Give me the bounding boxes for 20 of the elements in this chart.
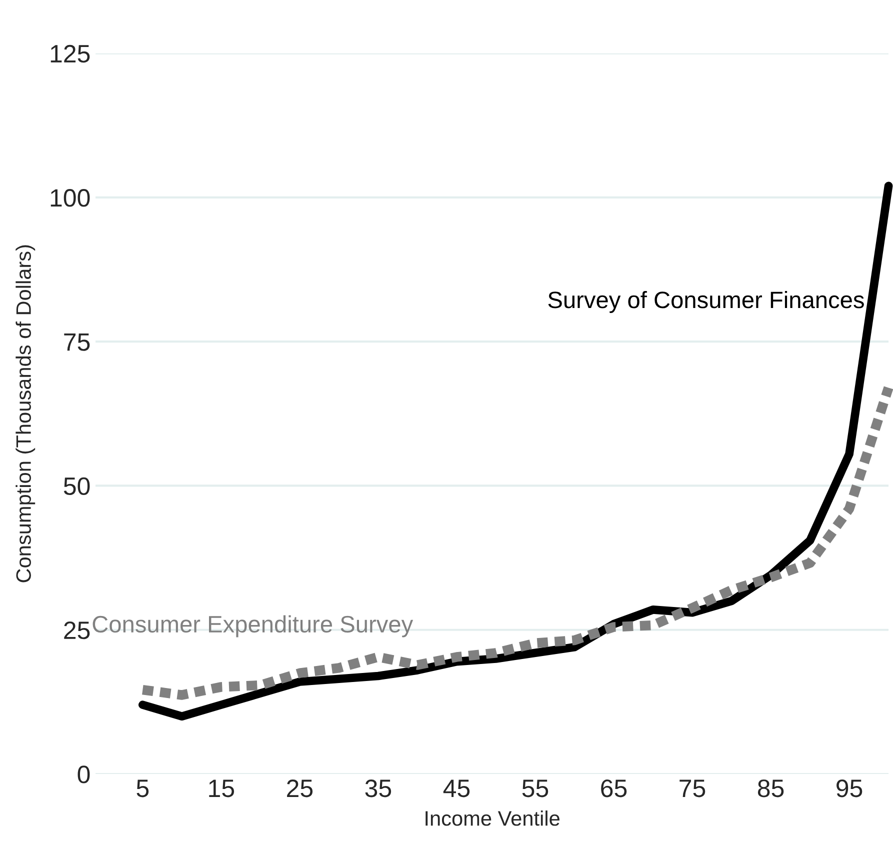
x-tick-label: 75	[680, 780, 706, 798]
y-tick-label: 25	[64, 621, 90, 640]
x-tick-label: 35	[365, 780, 392, 798]
x-tick-label: 65	[601, 780, 627, 798]
y-tick-label: 0	[78, 766, 90, 784]
x-tick-label: 95	[836, 780, 862, 798]
x-tick-label: 45	[443, 780, 470, 798]
series-label: Survey of Consumer Finances	[548, 290, 864, 313]
y-tick-label: 125	[50, 44, 90, 63]
y-tick-label: 50	[64, 477, 90, 496]
y-tick-label: 75	[64, 333, 90, 351]
x-tick-label: 55	[522, 780, 548, 798]
y-tick-label: 100	[50, 189, 90, 207]
x-tick-label: 15	[209, 780, 234, 798]
x-axis-title: Income Ventile	[426, 810, 560, 826]
x-tick-label: 5	[136, 780, 149, 798]
series-label: Consumer Expenditure Survey	[92, 615, 414, 638]
x-tick-label: 85	[758, 780, 784, 798]
y-axis-title: Consumption (Thousands of Dollars)	[16, 245, 36, 582]
x-tick-label: 25	[287, 780, 313, 798]
